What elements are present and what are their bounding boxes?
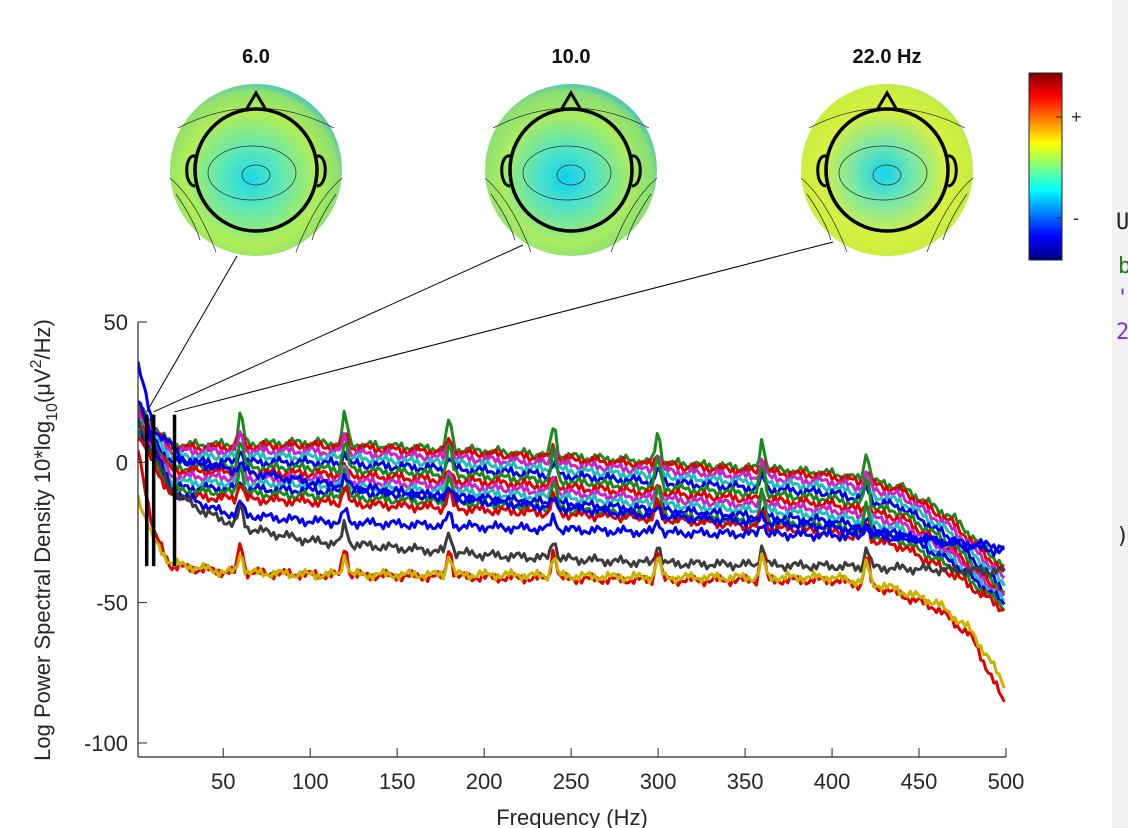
spectrum-line [138,400,1006,557]
left-ear [185,154,196,188]
y-tick-label: 50 [104,310,128,335]
connector-line [174,241,834,413]
topoplots: 6.0 10.0 22.0 Hz [169,46,974,256]
y-tick-label: 0 [116,450,128,475]
spectrum-line [138,420,1006,595]
nose [559,90,583,111]
left-ear [816,154,827,188]
colorbar-minus-label: - [1073,208,1079,228]
spectrum-line [138,494,1006,689]
spectrum-line [138,418,1006,587]
y-tick-label: -50 [96,591,128,616]
x-tick-label: 350 [727,769,764,794]
x-ticks: 50 100 150 200 250 300 350 400 450 500 [211,748,1024,794]
topo-connector-lines [146,241,834,413]
y-axis-label: Log Power Spectral Density 10*log10(μV2/… [28,319,61,761]
right-ear [631,154,642,188]
x-tick-label: 150 [379,769,416,794]
x-axis-label: Frequency (Hz) [496,805,648,828]
y-tick-label: -100 [84,731,128,756]
nose [875,90,899,111]
spectrum-line [138,408,1006,572]
topoplot: 10.0 [484,46,658,256]
y-ticks: 50 0 -50 -100 [84,310,147,756]
head-outline [193,107,319,233]
x-tick-label: 100 [292,769,329,794]
x-tick-label: 400 [814,769,851,794]
nose [244,90,268,111]
topoplot-title: 10.0 [552,46,591,68]
right-ear [316,154,327,188]
connector-line [146,255,238,413]
colorbar-plus-label: + [1071,107,1082,127]
x-tick-label: 200 [466,769,503,794]
x-tick-label: 300 [640,769,677,794]
spectrum-lines [138,361,1006,703]
topoplot-title: 6.0 [242,46,270,68]
x-tick-label: 450 [901,769,938,794]
spectrum-line [138,423,1006,602]
head-outline [824,107,950,233]
frequency-marker-lines [144,414,177,567]
x-tick-label: 500 [988,769,1025,794]
right-ear [947,154,958,188]
spectrum-line [138,417,1006,577]
connector-line [153,244,524,413]
topoplot-title: 22.0 Hz [853,46,922,68]
background-editor-panel: U b '0 21 ) [1112,0,1128,828]
head-outline [508,107,634,233]
colorbar [1028,72,1063,261]
x-tick-label: 250 [553,769,590,794]
x-tick-label: 50 [211,769,235,794]
plot-area [138,322,1006,757]
topoplot: 22.0 Hz [800,46,974,256]
left-ear [500,154,511,188]
topoplot: 6.0 [169,46,343,256]
spectrum-line [138,361,1005,553]
